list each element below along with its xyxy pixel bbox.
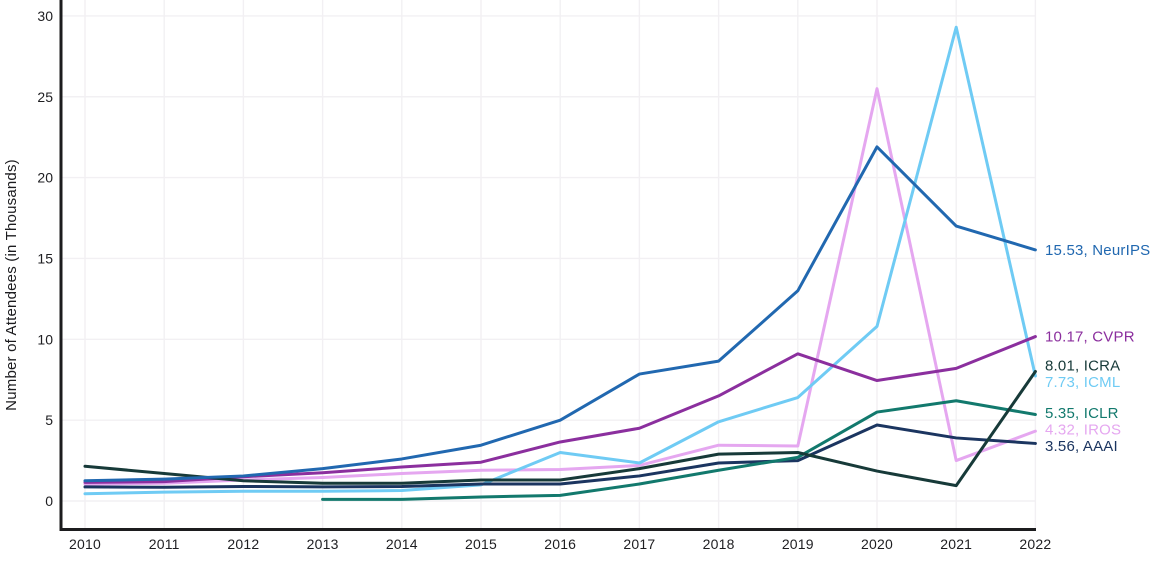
- end-label-cvpr: 10.17, CVPR: [1045, 329, 1135, 346]
- x-tick-label-2018: 2018: [703, 536, 735, 552]
- x-tick-label-2019: 2019: [782, 536, 814, 552]
- x-tick-label-2012: 2012: [227, 536, 259, 552]
- end-label-iclr: 5.35, ICLR: [1045, 405, 1119, 422]
- end-label-iros: 4.32, IROS: [1045, 422, 1121, 439]
- x-tick-label-2021: 2021: [940, 536, 972, 552]
- axes: [59, 0, 1036, 531]
- x-tick-label-2015: 2015: [465, 536, 497, 552]
- series-line-icml: [83, 25, 1037, 496]
- end-label-icra: 8.01, ICRA: [1045, 357, 1120, 374]
- end-label-aaai: 3.56, AAAI: [1045, 438, 1118, 455]
- gridlines: [61, 0, 1037, 530]
- y-tick-label-5: 5: [45, 412, 53, 428]
- y-axis-title: Number of Attendees (in Thousands): [3, 159, 20, 411]
- end-label-neurips: 15.53, NeurIPS: [1045, 242, 1150, 259]
- x-tick-label-2011: 2011: [149, 536, 180, 552]
- series-line-icra: [83, 369, 1037, 488]
- x-tick-label-2010: 2010: [69, 536, 101, 552]
- y-tick-label-25: 25: [37, 89, 53, 105]
- x-tick-label-2020: 2020: [861, 536, 893, 552]
- x-tick-label-2017: 2017: [623, 536, 655, 552]
- y-tick-label-30: 30: [37, 8, 53, 24]
- series-end-labels: 15.53, NeurIPS 10.17, CVPR 8.01, ICRA7.73,…: [1045, 242, 1150, 455]
- tick-labels: 0 5 10 15 20 25 30 2010 2011 2012 2013 2014 2015 2016…: [37, 8, 1051, 552]
- y-tick-label-10: 10: [37, 331, 53, 347]
- series-line-aaai: [83, 423, 1037, 489]
- series-lines: [83, 25, 1037, 501]
- x-tick-label-2016: 2016: [544, 536, 576, 552]
- series-line-neurips: [83, 145, 1037, 483]
- y-tick-label-20: 20: [37, 170, 53, 186]
- x-tick-label-2022: 2022: [1019, 536, 1051, 552]
- series-line-iclr: [321, 399, 1037, 501]
- y-tick-label-0: 0: [45, 493, 53, 509]
- y-tick-label-15: 15: [37, 250, 53, 266]
- x-tick-label-2014: 2014: [386, 536, 418, 552]
- x-tick-label-2013: 2013: [307, 536, 339, 552]
- end-label-icml: 7.73, ICML: [1045, 374, 1120, 391]
